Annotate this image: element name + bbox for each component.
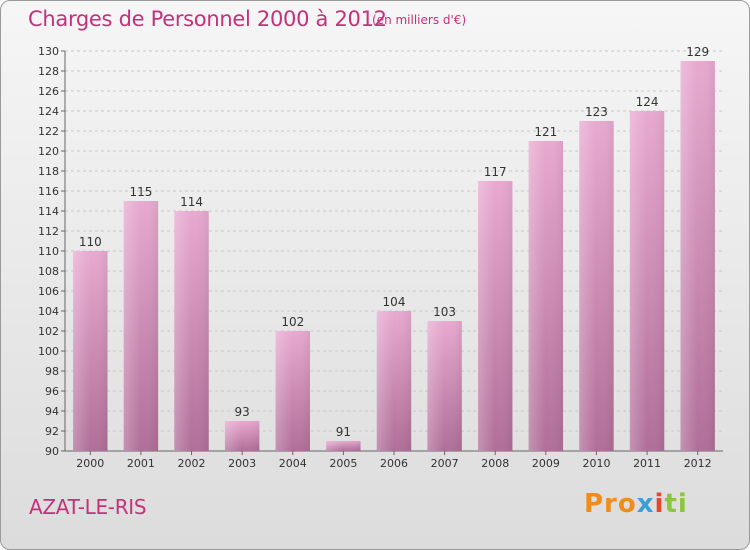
y-tick-label: 106 (38, 285, 59, 298)
x-tick-label: 2003 (228, 457, 256, 470)
bar-shine (528, 141, 564, 451)
data-label: 115 (129, 185, 152, 199)
y-tick-label: 98 (45, 365, 59, 378)
y-tick-label: 104 (38, 305, 59, 318)
x-axis-labels: 2000 2001 2002 2003 2004 2005 2006 2007 2008 2009… (76, 451, 712, 470)
data-label: 110 (79, 235, 102, 249)
data-label: 91 (336, 425, 351, 439)
x-tick-label: 2006 (380, 457, 408, 470)
data-label: 117 (484, 165, 507, 179)
y-tick-label: 128 (38, 65, 59, 78)
x-tick-label: 2012 (684, 457, 712, 470)
y-tick-label: 96 (45, 385, 59, 398)
y-tick-label: 108 (38, 265, 59, 278)
y-tick-label: 124 (38, 105, 59, 118)
data-label: 104 (383, 295, 406, 309)
y-tick-label: 102 (38, 325, 59, 338)
x-tick-label: 2009 (532, 457, 560, 470)
y-tick-label: 120 (38, 145, 59, 158)
x-tick-label: 2007 (431, 457, 459, 470)
bar-shine (629, 111, 665, 451)
x-tick-label: 2002 (178, 457, 206, 470)
x-tick-label: 2010 (582, 457, 610, 470)
bar-shine (174, 211, 209, 451)
bar-shine (275, 331, 310, 451)
bars: 110 115 114 93 102 91 104 103 117 121 123 124 129 (73, 45, 715, 451)
y-tick-label: 94 (45, 405, 59, 418)
bar-shine (579, 121, 614, 451)
y-tick-label: 116 (38, 185, 59, 198)
y-axis: 90 92 94 96 98 100 102 104 106 108 110 112 114 116 118… (38, 45, 723, 458)
proxiti-logo: Proxiti (584, 489, 688, 519)
bar-shine (680, 61, 715, 451)
y-tick-label: 100 (38, 345, 59, 358)
data-label: 121 (534, 125, 557, 139)
y-tick-label: 92 (45, 425, 59, 438)
bar-shine (224, 421, 260, 451)
y-tick-label: 112 (38, 225, 59, 238)
x-tick-label: 2005 (329, 457, 357, 470)
y-tick-label: 126 (38, 85, 59, 98)
chart-title: Charges de Personnel 2000 à 2012 (28, 7, 387, 31)
y-tick-label: 110 (38, 245, 59, 258)
bar-shine (73, 251, 108, 451)
x-tick-label: 2004 (279, 457, 307, 470)
bar-shine (123, 201, 159, 451)
data-label: 103 (433, 305, 456, 319)
bar-shine (478, 181, 513, 451)
x-tick-label: 2000 (76, 457, 104, 470)
bar-shine (376, 311, 412, 451)
y-tick-label: 90 (45, 445, 59, 458)
data-label: 123 (585, 105, 608, 119)
x-tick-label: 2008 (481, 457, 509, 470)
bar-shine (326, 441, 361, 451)
x-tick-label: 2001 (127, 457, 155, 470)
data-label: 102 (281, 315, 304, 329)
data-label: 129 (686, 45, 709, 59)
data-label: 124 (636, 95, 659, 109)
y-tick-label: 130 (38, 45, 59, 58)
y-tick-label: 122 (38, 125, 59, 138)
town-name: AZAT-LE-RIS (29, 495, 147, 519)
data-label: 93 (235, 405, 250, 419)
x-tick-label: 2011 (633, 457, 661, 470)
y-tick-label: 118 (38, 165, 59, 178)
bar-shine (427, 321, 462, 451)
data-label: 114 (180, 195, 203, 209)
y-tick-label: 114 (38, 205, 59, 218)
chart-subtitle: (en milliers d'€) (372, 13, 467, 27)
